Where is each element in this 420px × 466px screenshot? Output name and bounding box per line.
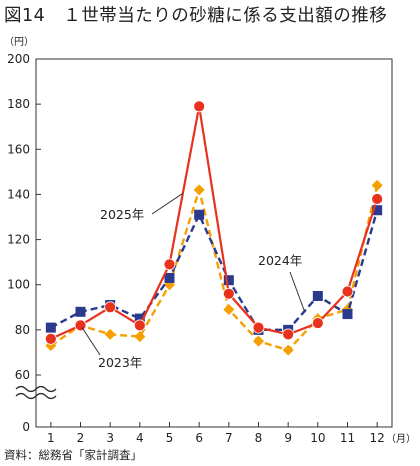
data-point <box>164 272 175 283</box>
data-point <box>372 205 383 216</box>
annotation-leader <box>289 271 305 312</box>
series-label: 2024年 <box>258 253 302 268</box>
x-tick-label: 11 <box>340 431 355 445</box>
annotation-leader <box>151 192 184 215</box>
data-point <box>342 309 353 320</box>
data-point <box>134 313 145 324</box>
x-tick-label: 1 <box>47 431 55 445</box>
data-point <box>44 332 57 345</box>
data-point <box>223 275 234 286</box>
series-label: 2023年 <box>98 355 142 370</box>
y-tick-label: 60 <box>15 368 30 382</box>
x-axis-unit: （月） <box>386 434 416 445</box>
data-point <box>282 344 294 356</box>
data-point <box>193 184 205 196</box>
data-point <box>252 321 265 334</box>
annotation-leader <box>81 327 101 356</box>
data-point <box>134 331 146 343</box>
axis-break-icon <box>15 392 57 400</box>
data-point <box>193 100 206 113</box>
x-tick-label: 3 <box>106 431 114 445</box>
source-note: 資料：総務省「家計調査」 <box>4 448 142 462</box>
data-point <box>133 319 146 332</box>
x-tick-label: 10 <box>310 431 325 445</box>
plot-frame <box>35 58 393 428</box>
x-tick-label: 2 <box>77 431 85 445</box>
y-tick-label: 0 <box>22 420 30 434</box>
x-tick-label: 12 <box>370 431 385 445</box>
data-point <box>75 306 86 317</box>
y-tick-label: 120 <box>7 233 30 247</box>
y-tick-label: 200 <box>7 52 30 66</box>
data-point <box>371 193 384 205</box>
chart-title: 図14 １世帯当たりの砂糖に係る支出額の推移 <box>4 6 388 26</box>
data-point <box>163 258 176 271</box>
data-point <box>104 328 116 340</box>
x-tick-label: 6 <box>195 431 203 445</box>
y-tick-label: 160 <box>7 142 30 156</box>
y-tick-label: 80 <box>15 323 30 337</box>
y-tick-label: 140 <box>7 187 30 201</box>
data-point <box>371 179 383 191</box>
data-point <box>341 285 354 298</box>
axis-break-icon <box>15 385 57 393</box>
x-tick-label: 4 <box>136 431 144 445</box>
data-point <box>194 209 205 220</box>
data-point <box>312 291 323 301</box>
data-point <box>222 287 235 300</box>
x-tick-label: 8 <box>255 431 263 445</box>
data-point <box>104 301 117 314</box>
data-point <box>45 322 56 333</box>
y-tick-label: 180 <box>7 97 30 111</box>
x-tick-label: 5 <box>166 431 174 445</box>
data-point <box>223 304 235 316</box>
data-point <box>311 317 324 329</box>
x-tick-label: 7 <box>225 431 233 445</box>
x-tick-label: 9 <box>284 431 292 445</box>
y-tick-label: 100 <box>7 278 30 292</box>
data-point <box>74 319 87 332</box>
y-axis-unit: （円） <box>4 37 34 48</box>
series-line-2025年 <box>50 105 379 340</box>
series-label: 2025年 <box>100 207 144 222</box>
data-point <box>253 335 264 347</box>
data-point <box>282 328 295 341</box>
